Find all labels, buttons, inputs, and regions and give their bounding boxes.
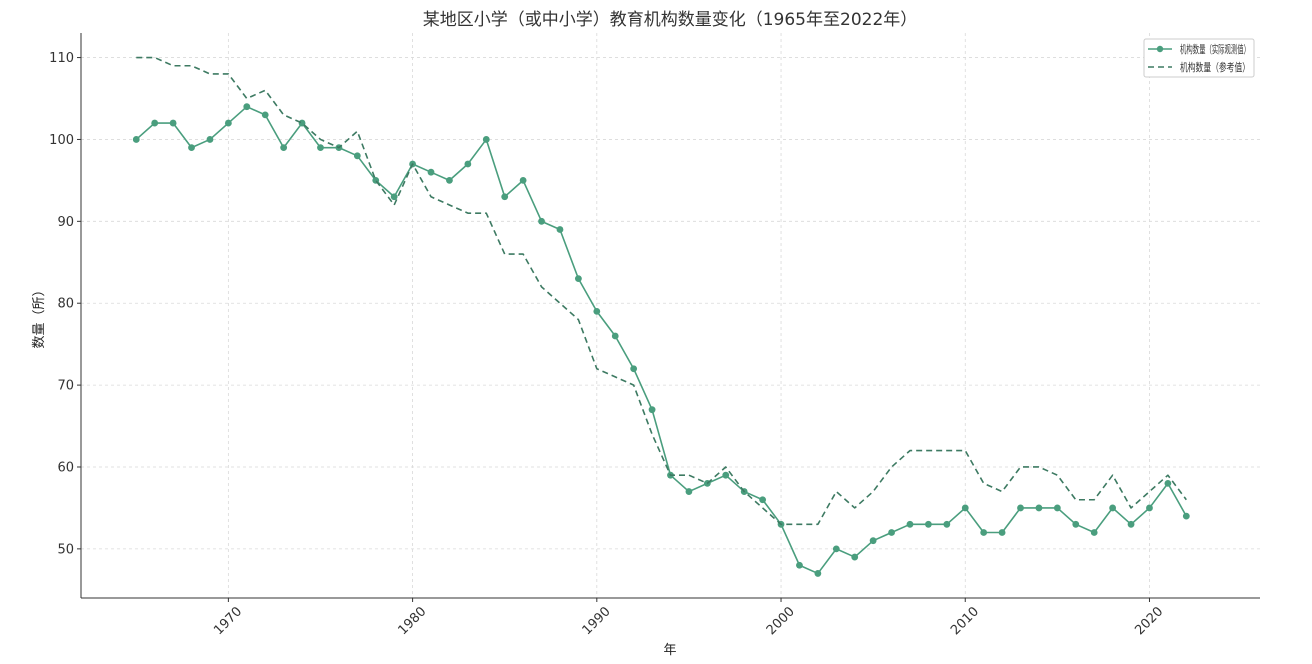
series-layer [132, 56, 1190, 577]
data-point [464, 160, 472, 168]
x-tick-label: 1990 [580, 604, 614, 638]
data-point [1072, 520, 1080, 528]
legend-label: 机构数量（参考值） [1180, 60, 1250, 74]
data-point [1109, 504, 1117, 512]
data-point [538, 217, 545, 225]
data-point [556, 226, 564, 233]
series-line [136, 56, 1187, 526]
data-point [796, 561, 803, 569]
data-point [851, 553, 859, 561]
y-tick-label: 60 [57, 460, 74, 475]
data-point [1035, 504, 1043, 512]
series-line [135, 105, 1188, 575]
data-point [630, 365, 638, 373]
data-point [317, 144, 324, 152]
data-point [151, 119, 159, 127]
data-point [188, 144, 195, 152]
x-tick-label: 2010 [948, 604, 982, 638]
data-point [446, 176, 453, 184]
data-point [611, 332, 619, 340]
data-point [224, 119, 232, 127]
data-point [482, 136, 490, 143]
legend-label: 机构数量（实际观测值） [1180, 42, 1250, 56]
legend-item: 机构数量（实际观测值） [1148, 42, 1250, 56]
y-tick-label: 70 [57, 379, 74, 394]
x-tick-label: 2020 [1132, 604, 1166, 638]
y-tick-label: 100 [49, 133, 74, 148]
data-point [1182, 512, 1190, 520]
data-point [925, 520, 932, 528]
legend-item: 机构数量（参考值） [1148, 60, 1250, 74]
data-point [980, 529, 988, 536]
data-point [1090, 529, 1098, 536]
x-tick-label: 1970 [211, 604, 245, 638]
data-point [280, 144, 288, 152]
data-point [574, 275, 582, 283]
data-point [814, 570, 822, 577]
data-point [1127, 520, 1135, 528]
y-tick-label: 80 [57, 297, 74, 312]
data-point [961, 504, 969, 512]
data-point [906, 520, 914, 528]
legend: 机构数量（实际观测值） 机构数量（参考值） [1143, 38, 1255, 78]
data-point [353, 152, 361, 160]
y-tick-label: 90 [57, 215, 74, 230]
data-point [722, 471, 730, 479]
data-point [298, 119, 306, 127]
series-1 [132, 103, 1190, 577]
data-point [501, 193, 509, 201]
x-axis-title: 年 [663, 643, 676, 658]
y-tick-label: 110 [49, 51, 74, 66]
data-point [1053, 504, 1061, 512]
data-point [869, 537, 877, 545]
data-point [685, 488, 693, 495]
data-point [1164, 479, 1172, 487]
data-point [1146, 504, 1153, 512]
grid [81, 33, 1260, 598]
data-point [759, 496, 767, 504]
y-axis-title: 数量（所） [32, 283, 47, 348]
data-point [832, 545, 840, 553]
data-point [593, 308, 601, 315]
series-2 [136, 56, 1187, 526]
data-point [648, 406, 656, 414]
x-tick-label: 1980 [395, 604, 429, 638]
y-tick-label: 50 [57, 542, 74, 557]
data-point [888, 529, 895, 536]
data-point [261, 111, 269, 119]
data-point [427, 168, 435, 176]
data-point [1017, 504, 1024, 512]
data-point [169, 119, 177, 127]
data-point [390, 193, 398, 201]
chart-title: 某地区小学（或中小学）教育机构数量变化（1965年至2022年） [423, 10, 918, 30]
data-point [998, 529, 1006, 536]
x-tick-label: 2000 [764, 604, 798, 638]
data-point [519, 176, 527, 184]
data-point [243, 103, 251, 111]
data-point [132, 136, 140, 143]
legend-marker [1156, 45, 1164, 53]
data-point [943, 520, 951, 528]
data-point [206, 136, 214, 143]
